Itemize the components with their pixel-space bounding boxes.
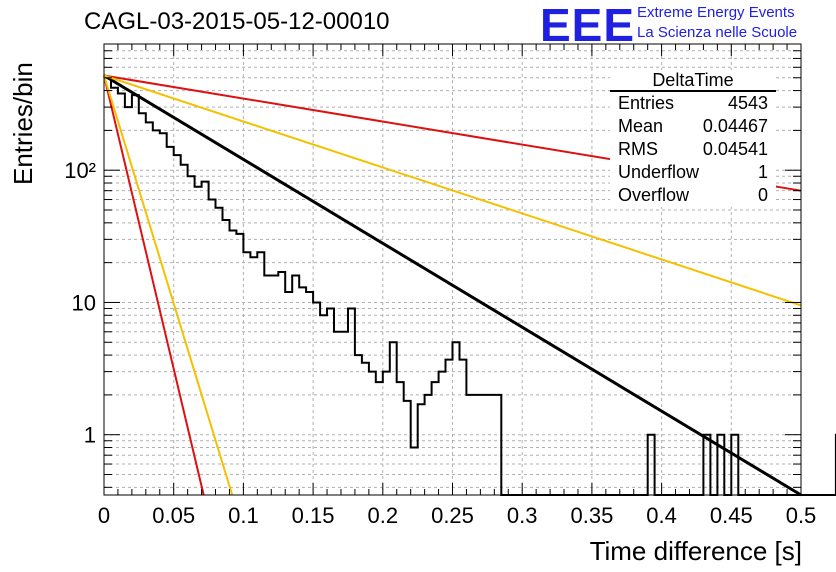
stats-row-entries: Entries 4543 — [610, 92, 776, 115]
x-tick-label: 0 — [98, 503, 110, 528]
y-tick-label: 10² — [64, 158, 96, 183]
reference-line-3 — [103, 74, 802, 307]
stats-value: 1 — [757, 162, 768, 182]
x-tick-label: 0.3 — [507, 503, 538, 528]
fit-line — [103, 74, 802, 497]
y-tick-label: 1 — [84, 423, 96, 448]
x-tick-label: 0.1 — [228, 503, 259, 528]
stats-label: Mean — [618, 116, 664, 136]
stats-row-mean: Mean 0.04467 — [610, 115, 776, 138]
eee-logo-line2: La Scienza nelle Scuole — [637, 24, 798, 41]
eee-logo-line1: Extreme Energy Events — [637, 4, 795, 21]
stats-value: 0 — [757, 185, 768, 205]
stats-value: 0.04541 — [702, 139, 768, 159]
y-tick-label: 10 — [72, 290, 96, 315]
stats-label: Entries — [618, 93, 675, 113]
x-tick-label: 0.45 — [710, 503, 753, 528]
stats-label: Overflow — [618, 185, 690, 205]
stats-value: 0.04467 — [702, 116, 768, 136]
x-tick-label: 0.25 — [431, 503, 474, 528]
y-axis-label: Entries/bin — [8, 62, 38, 185]
stats-row-rms: RMS 0.04541 — [610, 138, 776, 161]
reference-line-4 — [103, 75, 234, 496]
chart-title: CAGL-03-2015-05-12-00010 — [84, 8, 390, 35]
x-tick-label: 0.05 — [152, 503, 195, 528]
x-tick-label: 0.5 — [786, 503, 817, 528]
stats-row-overflow: Overflow 0 — [610, 184, 776, 207]
stats-box: DeltaTime Entries 4543 Mean 0.04467 RMS … — [610, 70, 776, 207]
stats-row-underflow: Underflow 1 — [610, 161, 776, 184]
x-tick-label: 0.35 — [570, 503, 613, 528]
x-tick-label: 0.4 — [646, 503, 677, 528]
stats-name: DeltaTime — [610, 70, 776, 92]
x-tick-label: 0.15 — [292, 503, 335, 528]
x-tick-label: 0.2 — [368, 503, 399, 528]
stats-value: 4543 — [727, 93, 768, 113]
x-axis-label: Time difference [s] — [589, 536, 802, 566]
stats-label: RMS — [618, 139, 658, 159]
stats-label: Underflow — [618, 162, 700, 182]
reference-line-2 — [103, 75, 205, 496]
eee-logo: EEE — [540, 0, 636, 51]
